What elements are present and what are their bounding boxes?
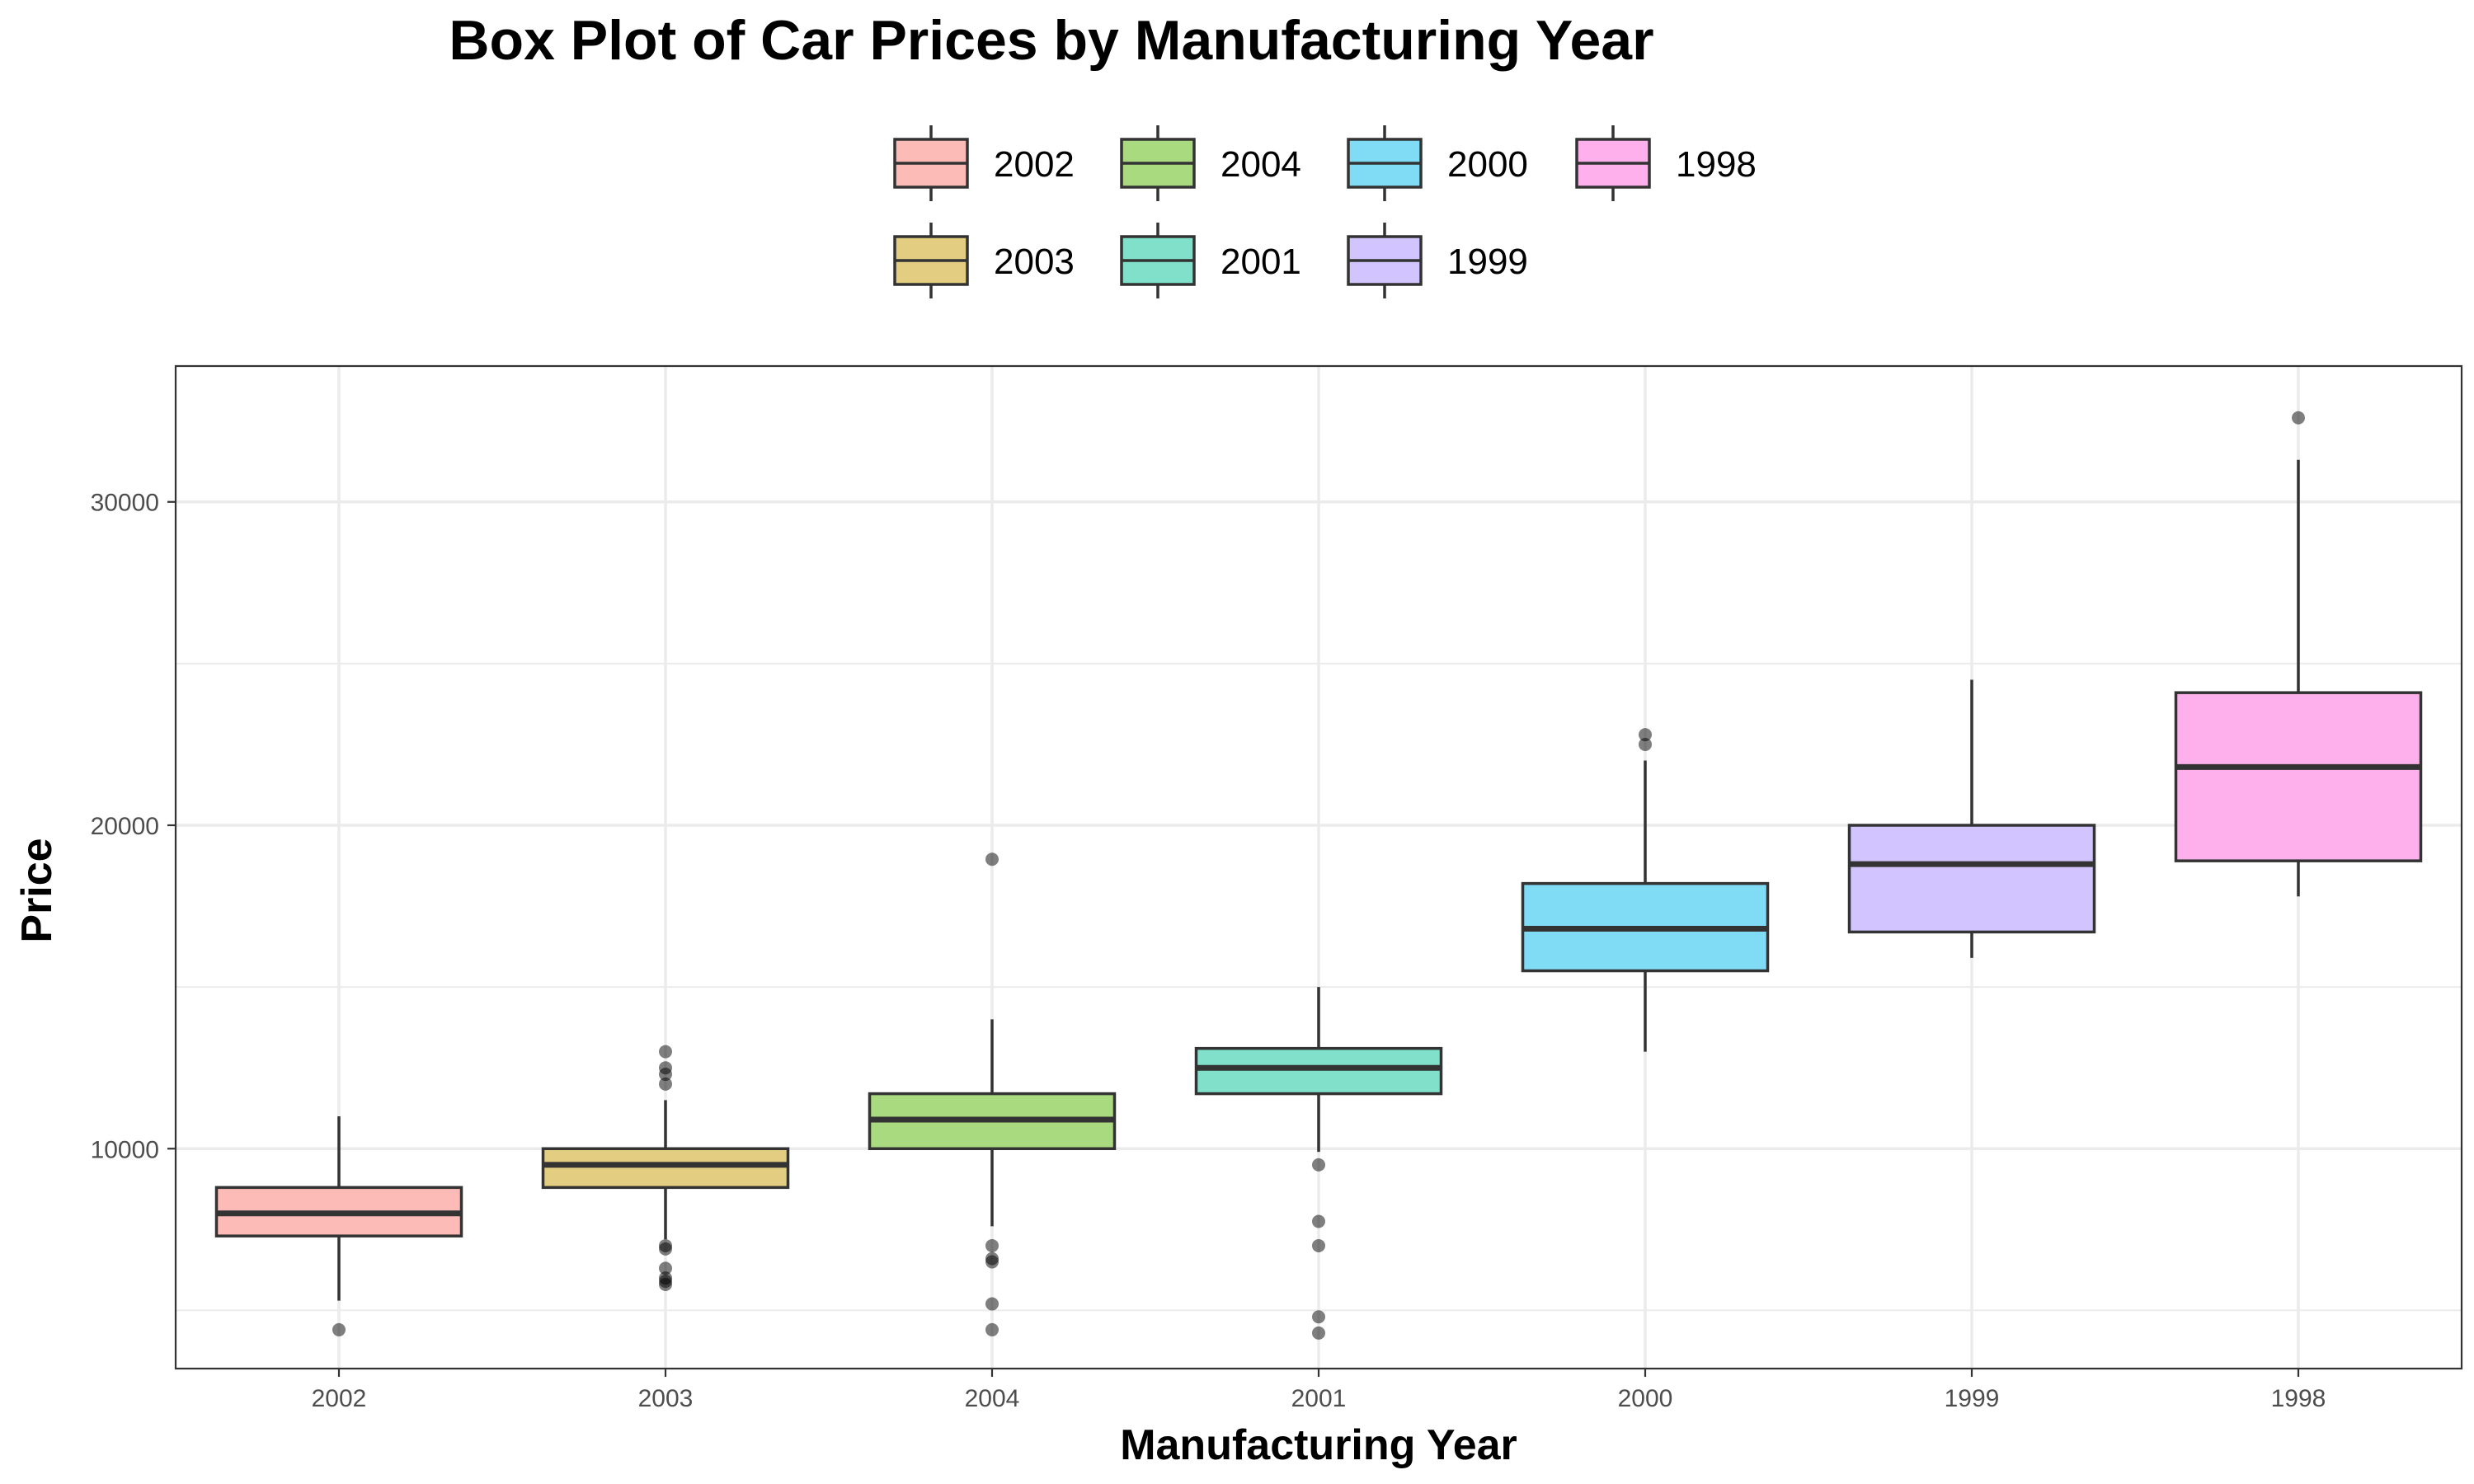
legend-label: 2003	[994, 242, 1075, 282]
outlier-point	[659, 1077, 672, 1091]
outlier-point	[659, 1068, 672, 1082]
y-tick-label: 30000	[91, 490, 159, 517]
legend-item-2000: 2000	[1347, 125, 1528, 201]
y-axis-title: Price	[13, 838, 61, 942]
box-iqr	[1847, 824, 2096, 934]
x-axis-title: Manufacturing Year	[1120, 1421, 1517, 1469]
box-2000	[1521, 728, 1770, 1052]
y-axis-ticks: 10000 20000 30000	[91, 490, 176, 1163]
legend-label: 1999	[1447, 242, 1528, 282]
outlier-point	[1312, 1310, 1325, 1324]
legend-item-1998: 1998	[1575, 125, 1757, 201]
outlier-point	[985, 852, 999, 866]
chart-title: Box Plot of Car Prices by Manufacturing …	[449, 9, 1653, 72]
outlier-point	[659, 1045, 672, 1059]
x-axis-ticks: 2002 2003 2004 2001 2000 1999 1998	[312, 1369, 2326, 1412]
outlier-point	[985, 1238, 999, 1252]
x-tick-label: 2003	[638, 1385, 694, 1412]
outlier-point	[1639, 737, 1652, 751]
x-tick-label: 2001	[1291, 1385, 1347, 1412]
outlier-point	[659, 1261, 672, 1275]
box-iqr	[2174, 691, 2423, 862]
box-2001	[1194, 987, 1443, 1340]
outlier-point	[332, 1322, 346, 1336]
outlier-point	[1639, 728, 1652, 742]
outlier-point	[1312, 1214, 1325, 1228]
x-tick-label: 1999	[1945, 1385, 2000, 1412]
legend-label: 2002	[994, 144, 1075, 185]
outlier-point	[1312, 1326, 1325, 1340]
box-1999	[1847, 679, 2096, 958]
x-tick-label: 2004	[965, 1385, 1020, 1412]
x-tick-label: 2000	[1618, 1385, 1673, 1412]
outlier-point	[985, 1297, 999, 1311]
legend-label: 1998	[1676, 144, 1757, 185]
outlier-point	[659, 1278, 672, 1292]
outlier-point	[985, 1255, 999, 1269]
legend-item-1999: 1999	[1347, 223, 1528, 298]
legend-item-2004: 2004	[1120, 125, 1301, 201]
legend: 2002 2004 2000 1998 2003 2001 1999	[893, 125, 1757, 298]
x-tick-label: 2002	[312, 1385, 367, 1412]
legend-label: 2001	[1221, 242, 1301, 282]
outlier-point	[985, 1322, 999, 1336]
box-2002	[214, 1116, 463, 1336]
outlier-point	[2292, 411, 2305, 425]
box-1998	[2174, 411, 2423, 897]
outlier-point	[1312, 1238, 1325, 1252]
legend-item-2002: 2002	[893, 125, 1075, 201]
legend-item-2003: 2003	[893, 223, 1075, 298]
x-tick-label: 1998	[2271, 1385, 2326, 1412]
y-tick-label: 20000	[91, 813, 159, 840]
box-iqr	[1194, 1046, 1443, 1096]
box-2003	[541, 1045, 790, 1292]
plot-area	[214, 411, 2423, 1340]
legend-item-2001: 2001	[1120, 223, 1301, 298]
legend-label: 2000	[1447, 144, 1528, 185]
outlier-point	[659, 1242, 672, 1256]
legend-label: 2004	[1221, 144, 1301, 185]
y-tick-label: 10000	[91, 1136, 159, 1163]
outlier-point	[1312, 1158, 1325, 1172]
box-iqr	[541, 1147, 790, 1190]
box-2004	[868, 852, 1117, 1336]
